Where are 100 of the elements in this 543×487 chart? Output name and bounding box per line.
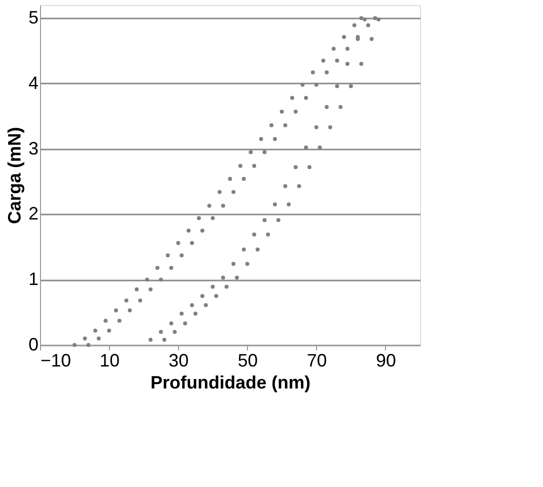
point xyxy=(335,84,340,88)
point xyxy=(307,165,312,170)
point xyxy=(166,253,170,258)
point xyxy=(169,321,174,326)
point xyxy=(114,308,118,312)
point xyxy=(332,46,336,51)
point xyxy=(196,216,201,220)
point xyxy=(328,125,332,130)
point xyxy=(218,190,222,194)
point xyxy=(345,62,350,66)
point xyxy=(248,150,253,154)
point xyxy=(242,176,246,181)
point xyxy=(335,58,340,63)
point xyxy=(207,204,212,208)
point xyxy=(359,62,364,66)
point xyxy=(297,184,302,188)
point xyxy=(314,125,318,130)
point xyxy=(221,204,226,208)
point xyxy=(86,343,90,347)
point xyxy=(234,276,239,280)
point xyxy=(190,303,194,308)
point xyxy=(204,303,208,308)
point xyxy=(72,343,77,347)
x-tick-label: 30 xyxy=(168,350,189,370)
point xyxy=(314,82,318,87)
y-tick-label: 0 xyxy=(28,334,38,354)
point xyxy=(283,123,288,128)
point xyxy=(183,321,188,326)
point xyxy=(348,84,353,88)
point xyxy=(252,232,256,236)
point xyxy=(124,298,128,303)
point xyxy=(210,284,215,289)
point xyxy=(148,287,153,292)
point xyxy=(224,284,229,289)
point xyxy=(169,266,174,270)
point xyxy=(262,150,267,154)
point xyxy=(269,123,274,128)
point xyxy=(252,164,256,168)
point xyxy=(180,312,184,316)
point xyxy=(200,294,204,298)
point xyxy=(272,202,277,206)
point xyxy=(256,248,260,252)
point xyxy=(145,278,150,282)
point xyxy=(158,330,163,334)
point xyxy=(148,338,153,342)
point xyxy=(193,312,198,316)
point xyxy=(321,58,326,63)
point xyxy=(359,16,364,20)
point xyxy=(324,70,329,74)
x-tick-label: 90 xyxy=(376,350,396,370)
point xyxy=(276,218,280,222)
point xyxy=(117,318,122,323)
point xyxy=(266,232,270,236)
point xyxy=(304,96,308,100)
point xyxy=(245,262,250,266)
point xyxy=(228,176,232,181)
point xyxy=(310,70,315,74)
point xyxy=(104,318,108,323)
point xyxy=(82,336,87,340)
x-axis-title: Profundidade (nm) xyxy=(150,372,310,392)
point xyxy=(138,298,142,303)
x-tick-label: 70 xyxy=(306,350,327,370)
point xyxy=(200,228,204,233)
point xyxy=(134,287,139,292)
point xyxy=(176,241,180,245)
point xyxy=(373,16,378,20)
point xyxy=(286,202,291,206)
point xyxy=(259,137,264,142)
point xyxy=(366,23,370,28)
point xyxy=(324,105,329,109)
point xyxy=(210,216,215,220)
point xyxy=(238,164,242,168)
y-axis-title: Carga (mN) xyxy=(4,126,24,224)
point xyxy=(304,146,308,150)
point xyxy=(155,266,160,270)
point xyxy=(162,338,166,342)
point xyxy=(352,23,356,28)
point xyxy=(158,278,163,282)
x-tick-label: 50 xyxy=(238,350,258,370)
point xyxy=(242,248,246,252)
point xyxy=(172,330,177,334)
point xyxy=(221,276,226,280)
point xyxy=(290,96,294,100)
point xyxy=(318,146,322,150)
point xyxy=(362,17,367,22)
point xyxy=(231,190,236,194)
point xyxy=(96,336,101,340)
point xyxy=(190,241,194,245)
x-tick-label: −10 xyxy=(40,350,72,370)
point xyxy=(128,308,132,312)
point xyxy=(345,46,350,51)
point xyxy=(231,262,236,266)
y-tick-label: 2 xyxy=(28,204,38,224)
y-tick-label: 1 xyxy=(28,269,38,290)
point xyxy=(370,37,374,41)
point xyxy=(294,110,298,114)
point xyxy=(214,294,218,298)
point xyxy=(180,253,184,258)
point xyxy=(338,105,343,109)
y-tick-label: 4 xyxy=(28,72,38,93)
